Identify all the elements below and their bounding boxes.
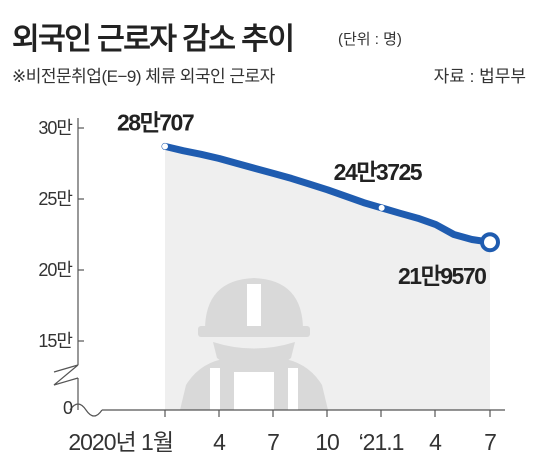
label-layer: 28만707 24만3725 21만9570 [117, 109, 488, 289]
y-tick-label: 20만 [38, 260, 72, 280]
data-point-mid [378, 204, 385, 211]
data-point-end [480, 232, 500, 253]
axis-break-mark-left [53, 364, 79, 386]
data-point-start [162, 143, 168, 150]
x-tick-label: 2020년 1월 [68, 429, 173, 455]
area-fill [165, 146, 490, 410]
unit-label: (단위 : 명) [338, 31, 402, 48]
data-label: 28만707 [117, 109, 194, 135]
y-tick-label: 15만 [38, 331, 72, 351]
y-tick-label: 25만 [38, 189, 72, 209]
worker-hardhat-icon [180, 278, 328, 410]
source-label: 자료 : 법무부 [433, 67, 526, 86]
y-tick-label: 0 [63, 398, 73, 418]
subtitle: ※비전문취업(E−9) 체류 외국인 근로자 [12, 67, 275, 86]
hardhat-ridge [247, 284, 261, 326]
x-tick-label: 4 [213, 429, 226, 455]
x-tick-label: 7 [484, 429, 496, 455]
x-tick-label: ‘21.1 [359, 429, 404, 455]
x-tick-label: 7 [267, 429, 279, 455]
data-label: 21만9570 [398, 263, 486, 289]
y-tick-label: 30만 [38, 118, 72, 138]
area-layer [165, 146, 490, 410]
worker-chest-gap [234, 372, 274, 410]
series-line [161, 142, 494, 246]
x-tick-label: 10 [315, 429, 339, 455]
line-layer [161, 142, 500, 253]
x-tick-label: 4 [429, 429, 442, 455]
hardhat-brim [198, 326, 310, 337]
worker-strap-left [210, 368, 220, 410]
chart-title: 외국인 근로자 감소 추이 [12, 23, 295, 56]
worker-strap-right [288, 368, 298, 410]
axis-layer: 30만 25만 20만 15만 0 2020년 1월 4 7 10 ‘21.1 4 7 [38, 118, 505, 455]
data-label: 24만3725 [334, 159, 423, 185]
axis-break-mark-bottom [69, 403, 103, 417]
